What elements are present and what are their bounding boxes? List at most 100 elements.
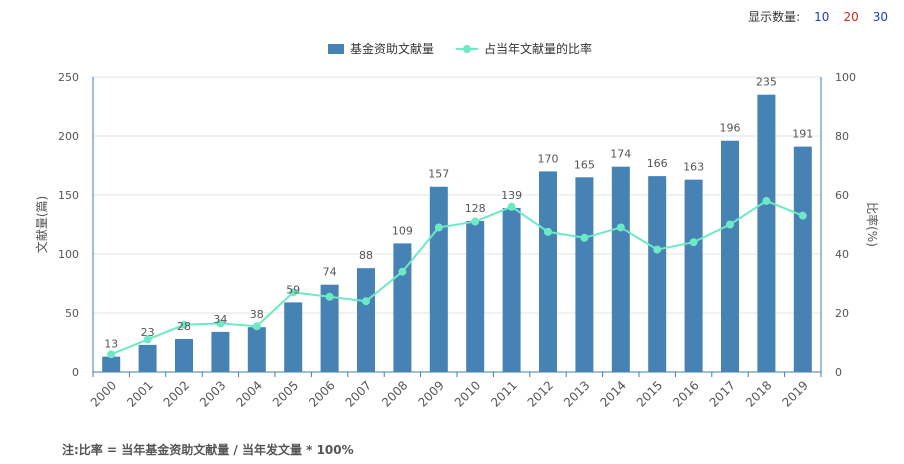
ratio-point-2016 <box>689 238 698 247</box>
ratio-point-2003 <box>216 319 225 328</box>
x-tick-label-2005: 2005 <box>270 378 301 409</box>
ratio-point-2004 <box>252 322 261 331</box>
y-axis-title: 文献量(篇) <box>34 196 49 253</box>
bar-2011 <box>502 207 521 372</box>
bar-2009 <box>429 186 448 372</box>
y-tick-label-2: 100 <box>58 248 79 261</box>
ratio-point-2002 <box>180 320 188 329</box>
y-tick-label-4: 200 <box>58 130 79 143</box>
y-tick-label-1: 50 <box>65 307 79 320</box>
bar-2003 <box>211 331 230 372</box>
y-tick-label-3: 150 <box>58 189 79 202</box>
bar-label-2008: 109 <box>392 224 413 237</box>
bar-2018 <box>757 94 776 372</box>
y-right-tick-label-1: 20 <box>835 307 849 320</box>
bar-label-2012: 170 <box>538 152 559 165</box>
legend-bar-label: 基金资助文献量 <box>350 42 435 56</box>
y-right-tick-label-4: 80 <box>835 130 849 143</box>
y-tick-label-5: 250 <box>58 71 79 84</box>
display-count-bar: 显示数量: 10 20 30 <box>748 8 888 25</box>
x-tick-label-2010: 2010 <box>452 378 483 409</box>
x-tick-label-2017: 2017 <box>707 378 738 409</box>
display-count-label: 显示数量: <box>748 10 801 24</box>
bar-2007 <box>357 268 375 372</box>
bar-label-2005: 59 <box>286 283 300 296</box>
y-right-axis-title: 比率(%) <box>865 202 880 247</box>
bar-2015 <box>648 176 667 372</box>
x-tick-label-2015: 2015 <box>634 378 665 409</box>
bar-label-2011: 139 <box>501 189 522 202</box>
ratio-point-2009 <box>434 223 443 232</box>
legend-item-line[interactable]: 占当年文献量的比率 <box>456 40 592 57</box>
chart-legend: 基金资助文献量 占当年文献量的比率 <box>328 40 592 57</box>
bar-2004 <box>247 327 266 372</box>
x-tick-label-2007: 2007 <box>343 378 374 409</box>
x-tick-label-2000: 2000 <box>88 378 119 409</box>
bar-label-2015: 166 <box>647 157 668 170</box>
bar-2017 <box>721 140 739 372</box>
x-tick-label-2018: 2018 <box>743 378 774 409</box>
bar-label-2003: 34 <box>213 313 227 326</box>
x-tick-label-2019: 2019 <box>779 378 810 409</box>
ratio-point-2018 <box>762 196 771 205</box>
y-right-tick-label-2: 40 <box>835 248 849 261</box>
legend-bar-swatch <box>328 43 344 54</box>
x-tick-label-2011: 2011 <box>488 378 519 409</box>
y-right-tick-label-5: 100 <box>835 71 856 84</box>
ratio-point-2012 <box>544 227 552 236</box>
y-right-tick-label-0: 0 <box>835 366 842 379</box>
ratio-point-2017 <box>726 220 734 229</box>
ratio-point-2019 <box>798 211 807 220</box>
bar-label-2013: 165 <box>574 158 595 171</box>
bar-2006 <box>320 284 339 372</box>
bar-2014 <box>611 166 630 372</box>
y-tick-label-0: 0 <box>72 366 79 379</box>
bar-label-2014: 174 <box>610 148 631 161</box>
y-right-tick-label-3: 60 <box>835 189 849 202</box>
x-tick-label-2004: 2004 <box>233 378 264 409</box>
legend-line-swatch <box>456 44 479 54</box>
count-option-20[interactable]: 20 <box>843 9 859 24</box>
x-tick-label-2016: 2016 <box>670 378 701 409</box>
x-tick-label-2002: 2002 <box>161 378 192 409</box>
x-tick-label-2013: 2013 <box>561 378 592 409</box>
x-tick-label-2006: 2006 <box>306 378 337 409</box>
x-tick-label-2014: 2014 <box>597 378 628 409</box>
footnote: 注:比率 = 当年基金资助文献量 / 当年发文量 * 100% <box>62 443 354 457</box>
bar-2005 <box>284 302 303 372</box>
bar-2002 <box>175 338 193 372</box>
ratio-point-2000 <box>107 350 116 359</box>
bar-label-2009: 157 <box>428 168 449 181</box>
bar-label-2000: 13 <box>104 338 118 351</box>
legend-item-bar[interactable]: 基金资助文献量 <box>328 40 434 57</box>
x-tick-label-2008: 2008 <box>379 378 410 409</box>
ratio-point-2006 <box>325 292 334 301</box>
legend-line-label: 占当年文献量的比率 <box>484 42 593 56</box>
bar-label-2001: 23 <box>141 326 155 339</box>
x-tick-label-2012: 2012 <box>525 378 556 409</box>
bar-label-2010: 128 <box>465 202 486 215</box>
ratio-point-2007 <box>362 297 370 306</box>
bar-2010 <box>466 220 485 372</box>
ratio-point-2005 <box>289 288 298 297</box>
bar-label-2006: 74 <box>323 266 337 279</box>
count-option-30[interactable]: 30 <box>872 9 888 24</box>
bar-label-2002: 28 <box>177 320 191 333</box>
ratio-point-2014 <box>616 223 625 232</box>
bar-label-2017: 196 <box>720 122 741 135</box>
x-tick-label-2001: 2001 <box>124 378 155 409</box>
count-option-10[interactable]: 10 <box>814 9 830 24</box>
ratio-point-2008 <box>398 267 407 276</box>
bar-2001 <box>138 344 157 372</box>
x-tick-label-2009: 2009 <box>415 378 446 409</box>
bar-2013 <box>575 177 594 372</box>
bar-label-2019: 191 <box>792 128 813 141</box>
ratio-line <box>110 199 804 356</box>
x-tick-label-2003: 2003 <box>197 378 228 409</box>
ratio-point-2015 <box>653 245 662 254</box>
bar-label-2016: 163 <box>683 161 704 174</box>
bar-2000 <box>102 356 121 372</box>
bar-label-2007: 88 <box>359 249 373 262</box>
bar-label-2018: 235 <box>756 76 777 89</box>
